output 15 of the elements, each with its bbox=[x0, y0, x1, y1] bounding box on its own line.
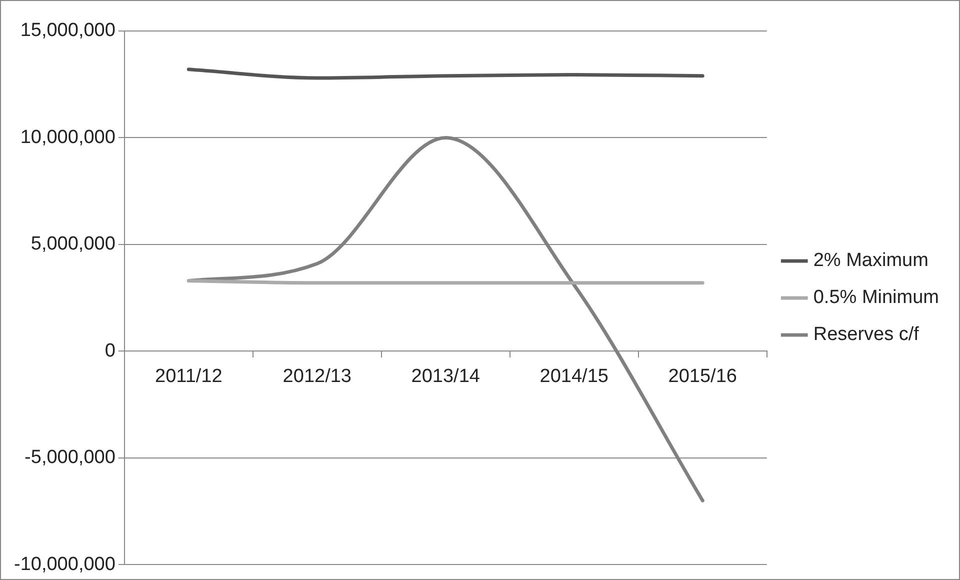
x-tick-label: 2011/12 bbox=[155, 366, 222, 387]
y-tick-label: -5,000,000 bbox=[24, 447, 116, 468]
y-tick-label: -10,000,000 bbox=[14, 554, 116, 575]
line-series bbox=[186, 68, 704, 80]
y-tick-label: 5,000,000 bbox=[30, 234, 116, 255]
x-tick-label: 2012/13 bbox=[282, 366, 352, 387]
legend-label: 2% Maximum bbox=[813, 250, 928, 272]
y-tick-label: 10,000,000 bbox=[20, 126, 116, 148]
legend-label: 0.5% Minimum bbox=[813, 287, 940, 308]
x-tick-label: 2014/15 bbox=[540, 366, 608, 387]
y-tick-label: 0 bbox=[104, 340, 116, 362]
y-tick-label: 15,000,000 bbox=[20, 20, 116, 42]
x-tick-label: 2015/16 bbox=[668, 366, 737, 387]
x-tick-label: 2013/14 bbox=[411, 366, 480, 387]
legend-label: Reserves c/f bbox=[813, 324, 920, 346]
